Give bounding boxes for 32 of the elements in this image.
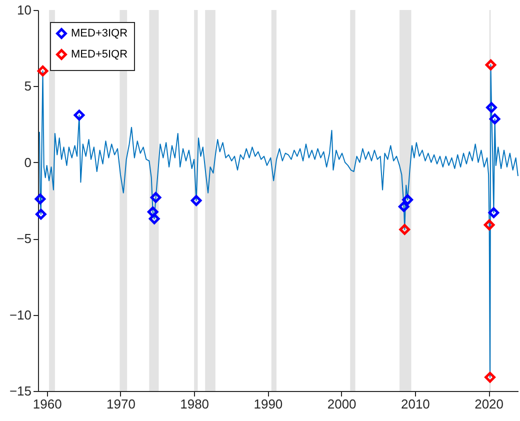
- point: [488, 207, 500, 218]
- point: [484, 219, 495, 230]
- y-tick-label: −15: [9, 384, 32, 398]
- point: [190, 195, 202, 206]
- y-tick-label: −5: [16, 231, 32, 246]
- x-tick-label: 1990: [254, 396, 283, 412]
- x-tick-label: 2010: [400, 396, 430, 412]
- point: [399, 224, 410, 235]
- point: [34, 194, 46, 204]
- legend-label: MED+3IQR: [71, 28, 128, 40]
- point: [147, 206, 158, 218]
- point: [74, 110, 85, 121]
- x-tick-label: 1970: [106, 396, 136, 412]
- x-tick-label: 1960: [32, 396, 62, 412]
- point: [485, 59, 496, 70]
- x-tick-label: 2000: [327, 396, 356, 412]
- x-tick-label: 2020: [474, 396, 504, 412]
- y-tick-label: 10: [17, 2, 32, 18]
- point: [489, 114, 500, 124]
- point: [37, 66, 48, 76]
- point: [484, 372, 496, 383]
- y-tick-label: −10: [9, 307, 32, 322]
- point: [398, 201, 410, 212]
- x-tick-label: 1980: [180, 396, 210, 412]
- y-tick-label: 5: [24, 78, 32, 94]
- point: [36, 208, 46, 220]
- legend-label: MED+5IQR: [71, 48, 128, 60]
- point: [402, 194, 414, 206]
- point: [486, 102, 497, 113]
- point: [150, 192, 162, 203]
- point: [148, 213, 160, 224]
- y-tick-label: 0: [24, 154, 32, 170]
